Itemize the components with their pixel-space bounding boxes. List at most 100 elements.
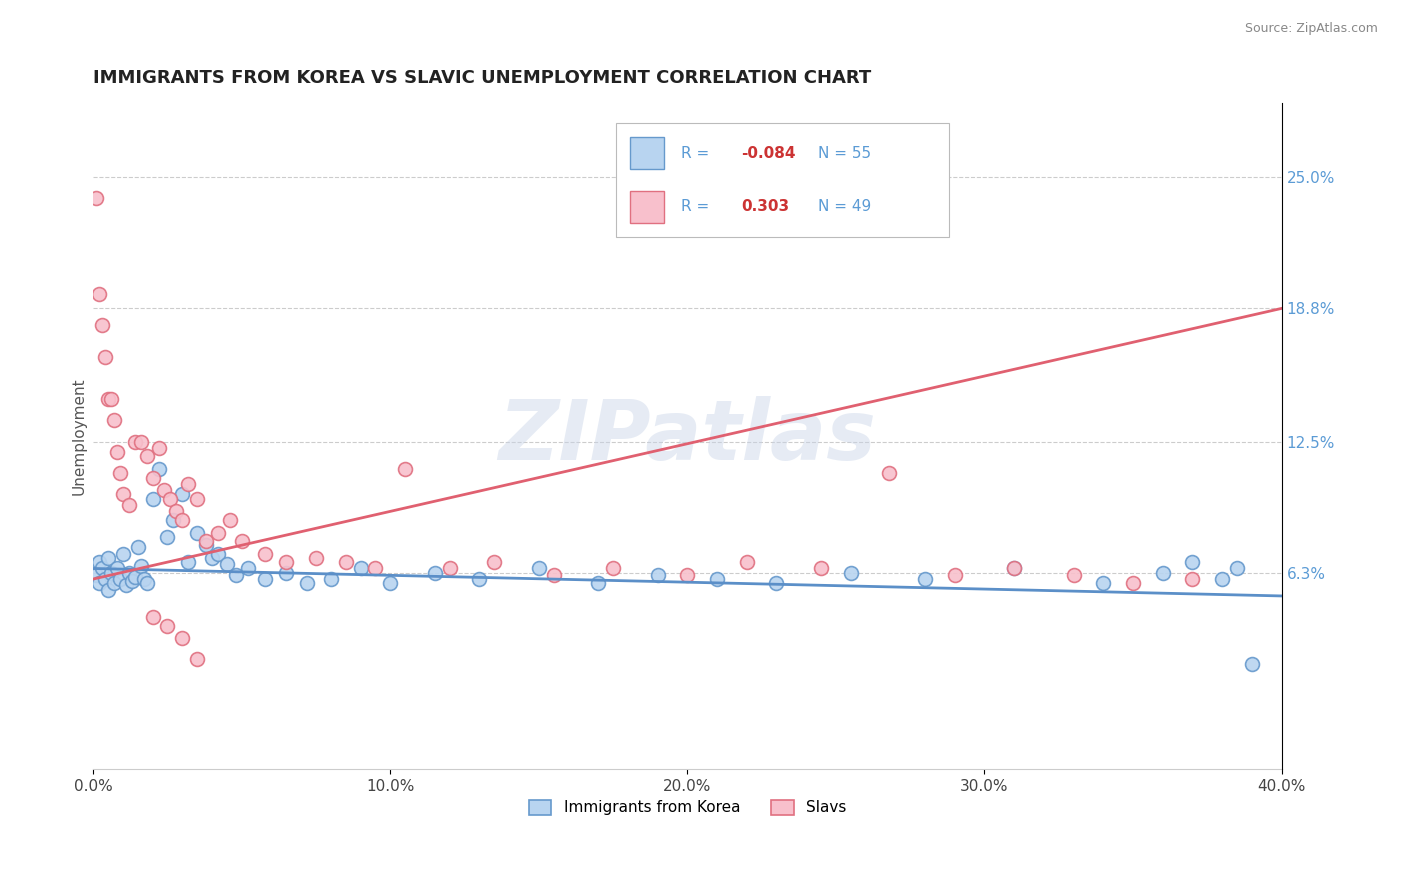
Point (84, 192, 107, 206)
Point (335, 555, 357, 569)
FancyBboxPatch shape (630, 137, 664, 169)
Point (1181, 555, 1204, 569)
Point (207, 547, 229, 561)
Point (142, 470, 165, 484)
Point (132, 572, 155, 586)
Point (135, 450, 157, 464)
Point (1002, 561, 1025, 575)
Point (527, 561, 550, 575)
Point (602, 561, 624, 575)
Point (195, 538, 218, 552)
Point (89, 576, 111, 591)
Point (142, 610, 165, 624)
Text: ZIPatlas: ZIPatlas (498, 396, 876, 477)
Point (91, 561, 114, 575)
Point (118, 566, 141, 580)
Point (177, 476, 200, 491)
Point (91, 318, 114, 333)
Point (165, 504, 187, 518)
Point (1152, 566, 1174, 580)
Point (201, 550, 224, 565)
FancyBboxPatch shape (616, 123, 949, 236)
Point (586, 576, 609, 591)
Point (295, 576, 318, 591)
Point (97, 392, 120, 407)
Point (100, 566, 122, 580)
Point (943, 567, 966, 582)
Point (97, 582, 120, 597)
Point (89, 555, 111, 569)
Text: R =: R = (682, 145, 714, 161)
Point (129, 559, 152, 574)
Point (124, 570, 146, 584)
Point (172, 513, 194, 527)
Point (159, 491, 181, 506)
Point (186, 491, 208, 506)
Point (94, 350, 117, 364)
Point (484, 555, 506, 569)
Point (103, 576, 125, 591)
Point (127, 541, 149, 555)
Point (1211, 572, 1233, 586)
Point (914, 572, 936, 586)
Point (105, 445, 128, 459)
Point (349, 561, 371, 575)
Point (423, 566, 446, 580)
Point (142, 491, 165, 506)
Point (89, 286, 111, 301)
Point (172, 632, 194, 646)
Point (148, 462, 170, 476)
Point (121, 574, 143, 589)
Point (276, 566, 298, 580)
Point (1092, 576, 1115, 591)
Point (468, 572, 491, 586)
Point (1181, 572, 1204, 586)
Point (218, 513, 240, 527)
Point (94, 572, 117, 586)
Point (839, 566, 862, 580)
Point (186, 652, 208, 666)
Point (156, 618, 179, 632)
Point (172, 487, 194, 501)
Text: -0.084: -0.084 (741, 145, 796, 161)
Point (765, 576, 787, 591)
Point (394, 462, 416, 476)
Point (706, 572, 728, 586)
Point (100, 392, 122, 407)
Point (305, 550, 328, 565)
FancyBboxPatch shape (630, 191, 664, 223)
Point (195, 533, 218, 548)
Point (231, 533, 253, 548)
Point (156, 530, 179, 544)
Text: N = 55: N = 55 (818, 145, 872, 161)
Point (105, 561, 128, 575)
Point (735, 555, 758, 569)
Point (118, 498, 141, 512)
Point (162, 513, 184, 527)
Point (236, 561, 259, 575)
Point (647, 567, 669, 582)
Point (135, 576, 157, 591)
Point (543, 567, 565, 582)
Point (84, 567, 107, 582)
Text: 0.303: 0.303 (741, 199, 789, 214)
Point (111, 487, 134, 501)
Point (1063, 567, 1085, 582)
Point (177, 555, 200, 569)
Point (1240, 657, 1263, 671)
Point (129, 434, 152, 449)
Legend: Immigrants from Korea, Slavs: Immigrants from Korea, Slavs (523, 793, 852, 822)
Point (676, 567, 699, 582)
Point (276, 555, 298, 569)
Point (186, 525, 208, 540)
Point (111, 547, 134, 561)
Point (254, 547, 277, 561)
Point (1226, 561, 1249, 575)
Point (108, 467, 131, 481)
Point (254, 572, 277, 586)
Point (207, 525, 229, 540)
Point (364, 561, 387, 575)
Y-axis label: Unemployment: Unemployment (72, 377, 86, 495)
Point (225, 567, 247, 582)
Point (153, 483, 176, 498)
